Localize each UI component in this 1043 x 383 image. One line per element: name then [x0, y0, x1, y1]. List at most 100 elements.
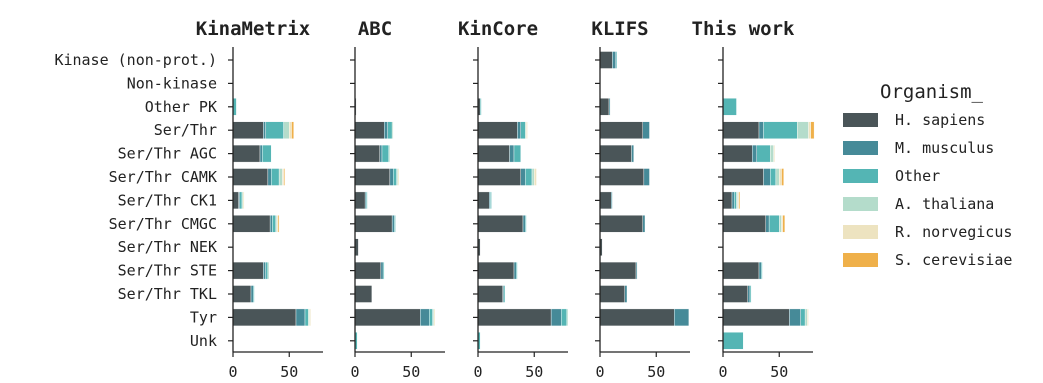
bar-this-work-ser-thr-agc-a-thaliana — [770, 144, 774, 163]
panel-title-this-work: This work — [692, 18, 796, 40]
y-tick-label-unk: Unk — [190, 332, 217, 350]
y-tick-label-other-pk: Other PK — [145, 98, 217, 116]
bar-kincore-ser-thr-r-norvegicus — [526, 121, 528, 139]
bar-klifs-kinase-non-prot-m-musculus — [612, 51, 616, 69]
bar-klifs-ser-thr-agc-m-musculus — [631, 144, 634, 163]
bar-klifs-tyr-h-sapiens — [599, 308, 675, 327]
bar-abc-ser-thr-a-thaliana — [391, 121, 394, 139]
bar-abc-ser-thr-camk-r-norvegicus — [397, 168, 400, 186]
legend-label-h-sapiens: H. sapiens — [895, 111, 985, 129]
bar-this-work-ser-thr-ck1-s-cerevisiae — [738, 191, 741, 210]
bar-kincore-ser-thr-cmgc-h-sapiens — [477, 215, 524, 233]
bar-kinametrix-ser-thr-cmgc-other — [272, 215, 276, 233]
bar-abc-ser-thr-ste-h-sapiens — [354, 261, 382, 280]
bar-kinametrix-ser-thr-camk-a-thaliana — [278, 168, 283, 186]
bar-this-work-ser-thr-agc-h-sapiens — [722, 144, 753, 163]
bar-kinametrix-ser-thr-tkl-m-musculus — [250, 285, 254, 303]
bar-this-work-ser-thr-r-norvegicus — [808, 121, 811, 139]
legend-label-s-cerevisiae: S. cerevisiae — [895, 251, 1012, 269]
bar-abc-ser-thr-ste-m-musculus — [380, 261, 384, 280]
legend-swatch-s-cerevisiae — [843, 253, 878, 267]
bar-kinametrix-ser-thr-ste-m-musculus — [263, 261, 266, 280]
bar-this-work-ser-thr-camk-s-cerevisiae — [781, 168, 784, 186]
y-axis-labels: Kinase (non-prot.) Non-kinase Other PK Ser/… — [54, 51, 217, 350]
bar-this-work-ser-thr-other — [763, 121, 798, 139]
bar-this-work-ser-thr-a-thaliana — [797, 121, 809, 139]
bar-this-work-tyr-a-thaliana — [804, 308, 808, 327]
bar-kincore-ser-thr-cmgc-m-musculus — [522, 215, 526, 233]
bar-abc-ser-thr-cmgc-m-musculus — [391, 215, 395, 233]
bar-klifs-ser-thr-m-musculus — [642, 121, 650, 139]
bar-this-work-ser-thr-s-cerevisiae — [810, 121, 815, 139]
bar-kinametrix-ser-thr-ck1-r-norvegicus — [242, 191, 245, 210]
bar-klifs-other-pk-m-musculus — [608, 98, 611, 116]
bar-kinametrix-ser-thr-ste-other — [265, 261, 269, 280]
bar-abc-tyr-m-musculus — [420, 308, 430, 327]
x-tick-label: 0 — [595, 363, 604, 381]
bar-kinametrix-tyr-h-sapiens — [232, 308, 297, 327]
bar-abc-ser-thr-camk-m-musculus — [389, 168, 394, 186]
bar-abc-ser-thr-agc-other — [381, 144, 389, 163]
bar-kinametrix-ser-thr-ste-h-sapiens — [232, 261, 264, 280]
bar-this-work-ser-thr-agc-m-musculus — [752, 144, 757, 163]
y-tick-label-ser-thr-tkl: Ser/Thr TKL — [118, 285, 217, 303]
y-tick-label-ser-thr-nek: Ser/Thr NEK — [118, 238, 217, 256]
bar-kinametrix-ser-thr-cmgc-m-musculus — [269, 215, 273, 233]
bar-kinametrix-ser-thr-cmgc-h-sapiens — [232, 215, 271, 233]
bar-kincore-tyr-h-sapiens — [477, 308, 552, 327]
bar-abc-ser-thr-m-musculus — [384, 121, 388, 139]
bar-kinametrix-tyr-m-musculus — [295, 308, 306, 327]
legend-swatch-other — [843, 169, 878, 183]
bar-abc-ser-thr-agc-m-musculus — [379, 144, 383, 163]
panel-klifs: KLIFS 0 50 — [591, 18, 690, 381]
y-tick-label-tyr: Tyr — [190, 308, 217, 326]
bar-this-work-ser-thr-ck1-other — [734, 191, 737, 210]
legend-swatch-h-sapiens — [843, 113, 878, 127]
legend-label-a-thaliana: A. thaliana — [895, 195, 994, 213]
bar-this-work-ser-thr-camk-a-thaliana — [775, 168, 780, 186]
bar-kincore-ser-thr-ck1-other — [490, 191, 492, 210]
bar-this-work-ser-thr-h-sapiens — [722, 121, 760, 139]
bar-kincore-ser-thr-ste-h-sapiens — [477, 261, 515, 280]
panel-title-kinametrix: KinaMetrix — [196, 18, 310, 40]
bar-abc-ser-thr-agc-h-sapiens — [354, 144, 380, 163]
bar-kinametrix-ser-thr-camk-other — [271, 168, 280, 186]
y-tick-label-ser-thr-camk: Ser/Thr CAMK — [109, 168, 217, 186]
bar-kinametrix-ser-thr-agc-h-sapiens — [232, 144, 261, 163]
bar-klifs-ser-thr-h-sapiens — [599, 121, 643, 139]
bar-kincore-ser-thr-camk-m-musculus — [520, 168, 526, 186]
bar-abc-ser-thr-ck1-h-sapiens — [354, 191, 366, 210]
bar-kinametrix-ser-thr-cmgc-s-cerevisiae — [277, 215, 280, 233]
bar-abc-tyr-h-sapiens — [354, 308, 421, 327]
bar-klifs-ser-thr-agc-h-sapiens — [599, 144, 632, 163]
bar-kincore-ser-thr-m-musculus — [517, 121, 521, 139]
bar-abc-ser-thr-ste-other — [382, 261, 385, 280]
bar-klifs-ser-thr-camk-m-musculus — [643, 168, 650, 186]
bar-klifs-tyr-m-musculus — [674, 308, 690, 327]
legend-swatch-m-musculus — [843, 141, 878, 155]
x-tick-label: 50 — [402, 363, 420, 381]
bar-kinametrix-ser-thr-s-cerevisiae — [291, 121, 294, 139]
bar-kinametrix-ser-thr-ste-a-thaliana — [267, 261, 270, 280]
bar-this-work-ser-thr-cmgc-s-cerevisiae — [782, 215, 786, 233]
bar-kinametrix-ser-thr-h-sapiens — [232, 121, 264, 139]
bar-this-work-ser-thr-agc-r-norvegicus — [773, 144, 775, 163]
bar-this-work-ser-thr-tkl-m-musculus — [747, 285, 751, 303]
bar-klifs-other-pk-h-sapiens — [599, 98, 610, 116]
bar-this-work-unk-other — [722, 332, 744, 350]
x-tick-label: 50 — [647, 363, 665, 381]
bar-kincore-ser-thr-agc-m-musculus — [509, 144, 515, 163]
bar-abc-ser-thr-cmgc-h-sapiens — [354, 215, 393, 233]
x-tick-label: 0 — [718, 363, 727, 381]
y-tick-label-ser-thr: Ser/Thr — [154, 121, 217, 139]
bar-this-work-tyr-h-sapiens — [722, 308, 790, 327]
bar-kinametrix-ser-thr-m-musculus — [263, 121, 266, 139]
bar-klifs-ser-thr-tkl-m-musculus — [624, 285, 628, 303]
bar-this-work-ser-thr-ck1-m-musculus — [731, 191, 735, 210]
bar-kincore-tyr-other — [561, 308, 568, 327]
bar-klifs-ser-thr-ste-h-sapiens — [599, 261, 637, 280]
panel-abc: ABC 0 50 — [350, 18, 445, 381]
legend: Organism_ H. sapiens M. musculus Other A. th… — [843, 81, 1012, 269]
bar-kinametrix-tyr-r-norvegicus — [309, 308, 311, 327]
